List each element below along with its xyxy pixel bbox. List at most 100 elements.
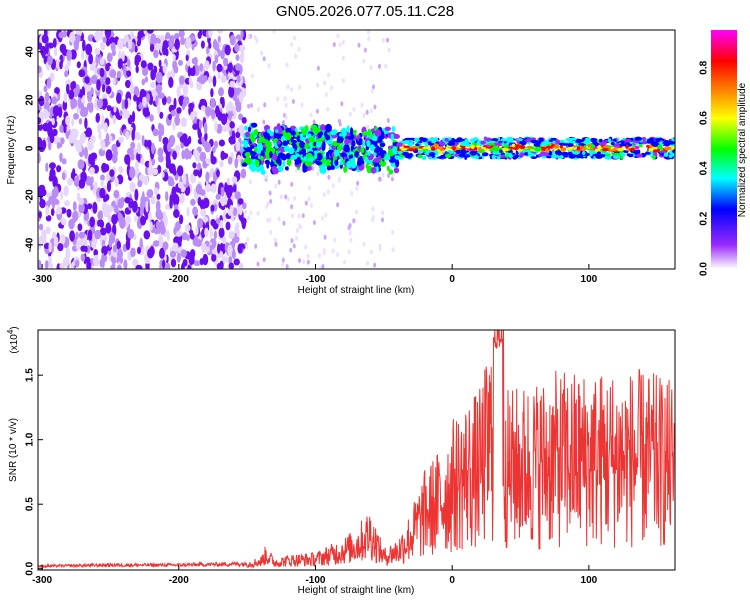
spectrogram-cell <box>224 44 231 56</box>
spectrogram-cell <box>325 151 330 158</box>
spectrogram-cell <box>113 105 117 113</box>
spectrogram-cell <box>134 215 137 222</box>
spectrogram-cell <box>60 137 65 145</box>
spectrogram-cell <box>365 109 369 115</box>
spectrogram-cell <box>333 237 337 243</box>
spectrogram-cell <box>256 166 260 173</box>
spectrogram-cell <box>123 259 128 269</box>
spectrogram-cell <box>70 97 75 110</box>
spectrogram-cell <box>178 59 183 66</box>
spectrogram-cell <box>99 187 106 199</box>
spectrogram-cell <box>239 262 244 269</box>
spectrogram-cell <box>172 54 176 61</box>
spectrogram-cell <box>333 149 340 157</box>
x-tick-label: -300 <box>32 575 52 586</box>
spectrogram-cell <box>491 154 496 160</box>
spectrogram-cell <box>296 135 302 143</box>
spectrogram-cell <box>40 45 47 57</box>
spectrogram-cell <box>322 192 326 198</box>
spectrogram-cell <box>348 135 355 140</box>
spectrogram-cell <box>519 152 525 157</box>
spectrogram-cell <box>86 261 92 269</box>
spectrogram-cell <box>290 42 293 48</box>
spectrogram-cell <box>155 220 161 229</box>
spectrogram-cell <box>672 149 675 154</box>
spectrogram-cell <box>186 206 190 217</box>
spectrogram-cell <box>253 129 259 136</box>
spectrogram-cell <box>304 160 311 166</box>
spectrogram-cell <box>601 148 609 152</box>
spectrogram-cell <box>664 146 672 151</box>
spectrogram-cell <box>51 117 55 126</box>
spectrogram-cell <box>213 230 218 240</box>
spectrogram-cell <box>60 234 66 245</box>
spectrogram-cell <box>373 104 377 110</box>
spectrogram-cell <box>285 132 292 141</box>
spectrogram-cell <box>616 147 625 152</box>
spectrogram-cell <box>330 130 337 136</box>
spectrogram-cell <box>180 249 187 258</box>
spectrogram-cell <box>343 165 348 173</box>
spectrogram-cell <box>149 114 154 122</box>
spectrogram-cell <box>393 167 400 174</box>
spectrogram-cell <box>51 96 58 105</box>
spectrogram-cell <box>164 216 168 227</box>
spectrogram-cell <box>170 110 176 117</box>
spectrogram-cell <box>130 247 136 258</box>
spectrogram-cell <box>392 146 398 155</box>
spectrogram-cell <box>130 141 136 150</box>
spectrogram-cell <box>89 216 95 228</box>
spectrogram-cell <box>99 67 105 78</box>
spectrogram-cell <box>214 121 218 132</box>
spectrogram-cell <box>257 107 261 113</box>
spectrogram-cell <box>181 232 188 241</box>
spectrogram-cell <box>624 150 629 154</box>
spectrogram-cell <box>249 210 253 216</box>
spectrogram-cell <box>78 231 86 239</box>
spectrogram-cell <box>173 65 179 74</box>
spectrogram-cell <box>377 155 382 162</box>
spectrogram-cell <box>209 107 213 116</box>
spectrogram-cell <box>202 253 209 266</box>
spectrogram-cell <box>66 49 73 61</box>
spectrogram-cell <box>500 154 505 159</box>
spectrogram-cell <box>148 160 152 170</box>
spectrogram-cell <box>89 64 96 72</box>
spectrogram-cell <box>47 126 53 138</box>
spectrogram-cell <box>80 132 86 144</box>
spectrogram-cell <box>338 121 342 127</box>
spectrogram-cell <box>216 123 223 134</box>
spectrogram-cell <box>431 140 436 144</box>
spectrogram-cell <box>210 183 217 193</box>
spectrogram-cell <box>386 165 390 172</box>
spectrogram-cell <box>63 185 69 197</box>
spectrogram-cell <box>608 138 612 143</box>
spectrogram-cell <box>246 236 250 242</box>
spectrogram-cell <box>125 215 132 225</box>
spectrogram-cell <box>331 182 335 188</box>
spectrogram-cell <box>652 141 658 145</box>
spectrogram-cell <box>538 137 544 142</box>
spectrogram-cell <box>269 199 273 204</box>
spectrogram-cell <box>249 132 255 140</box>
spectrogram-cell <box>646 144 650 148</box>
spectrogram-cell <box>232 207 238 217</box>
spectrogram-cell <box>203 75 208 82</box>
spectrogram-cell <box>319 167 327 174</box>
spectrogram-cell <box>216 169 220 178</box>
spectrogram-cell <box>231 249 236 260</box>
spectrogram-cell <box>182 97 188 108</box>
spectrogram-cell <box>85 43 93 55</box>
spectrogram-cell <box>90 183 94 191</box>
spectrogram-cell <box>371 206 375 212</box>
spectrogram-cell <box>316 152 323 161</box>
spectrogram-cell <box>374 129 382 137</box>
spectrogram-cell <box>338 42 342 48</box>
spectrogram-cell <box>217 110 222 118</box>
spectrogram-cell <box>201 228 206 239</box>
spectrogram-cell <box>177 165 184 177</box>
spectrogram-cell <box>206 246 210 253</box>
spectrogram-cell <box>117 58 123 69</box>
spectrogram-cell <box>203 122 208 134</box>
spectrogram-cell <box>204 227 209 237</box>
